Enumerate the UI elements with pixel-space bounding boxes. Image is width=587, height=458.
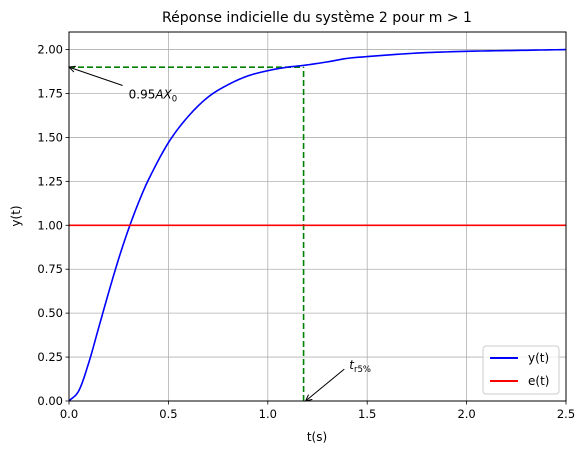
x-tick-label: 2.5 [557,407,575,421]
y-tick-label: 1.50 [37,130,63,144]
y-tick-label: 1.25 [37,174,63,188]
y-axis-label: y(t) [9,205,23,226]
legend: y(t) e(t) [482,345,560,395]
y-tick-label: 1.00 [37,218,63,232]
y-tick-label: 2.00 [37,43,63,57]
annotation-arrowhead-1 [304,394,313,402]
y-tick-label: 0.00 [37,394,63,408]
x-tick-label: 1.0 [259,407,277,421]
y-tick-label: 0.75 [37,262,63,276]
annotation-arrow-1 [305,368,345,402]
annotation-arrowhead-0 [67,65,77,73]
y-tick-label: 0.50 [37,306,63,320]
y-tick-label: 1.75 [37,87,63,101]
annotation-label-1: tr5% [349,358,371,375]
series-line-y(t) [69,48,566,401]
plot-frame [68,31,567,402]
legend-label-y: y(t) [528,351,549,365]
annotation-arrow-0 [68,66,123,86]
legend-label-e: e(t) [528,374,549,388]
reference-lines [69,66,305,401]
x-tick-label: 2.0 [457,407,475,421]
x-tick-label: 0.5 [159,407,177,421]
annotation-label-0: 0.95AX0 [129,88,178,105]
axis-ticks: 0.0 0.5 1.0 1.5 2.0 2.5 0.00 0.25 0.50 0.75 1.00 1.… [37,43,575,421]
x-tick-label: 1.5 [358,407,376,421]
x-axis-label: t(s) [307,430,327,444]
annotations: 0.95AX0 tr5% [67,65,371,402]
x-tick-label: 0.0 [60,407,78,421]
series-lines [69,48,566,401]
chart-title: Réponse indicielle du système 2 pour m >… [162,10,472,26]
y-tick-label: 0.25 [37,350,63,364]
